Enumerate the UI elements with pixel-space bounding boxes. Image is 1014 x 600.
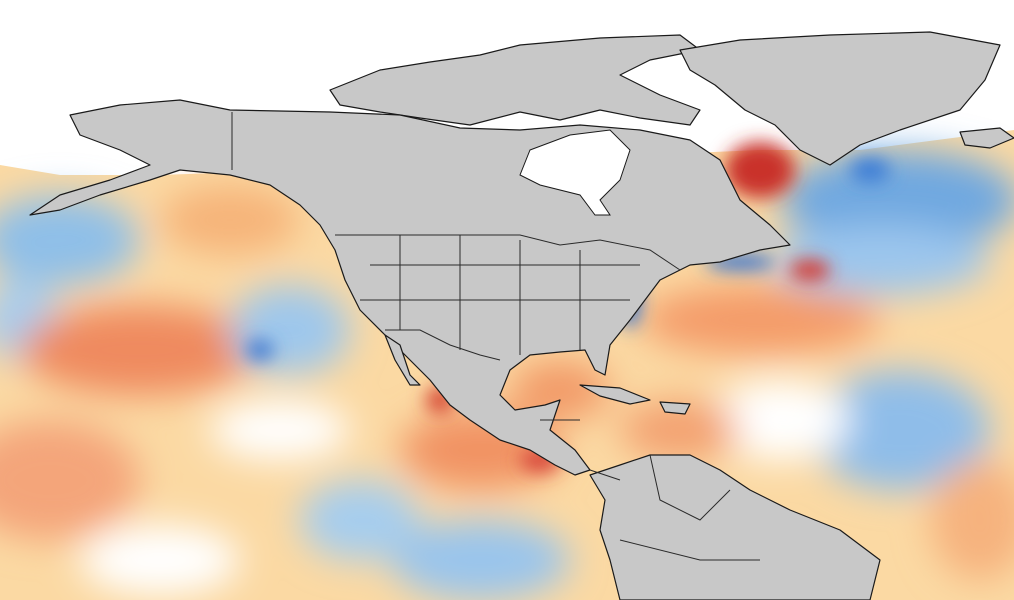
baja-california bbox=[384, 334, 421, 386]
hudson-bay bbox=[519, 129, 631, 216]
south-america bbox=[589, 454, 881, 600]
iceland bbox=[959, 127, 1014, 149]
greenland bbox=[679, 31, 1001, 166]
cuba bbox=[579, 384, 651, 405]
arctic-islands bbox=[329, 34, 701, 126]
borders bbox=[231, 112, 760, 561]
land bbox=[29, 31, 1014, 600]
hispaniola bbox=[659, 401, 691, 415]
